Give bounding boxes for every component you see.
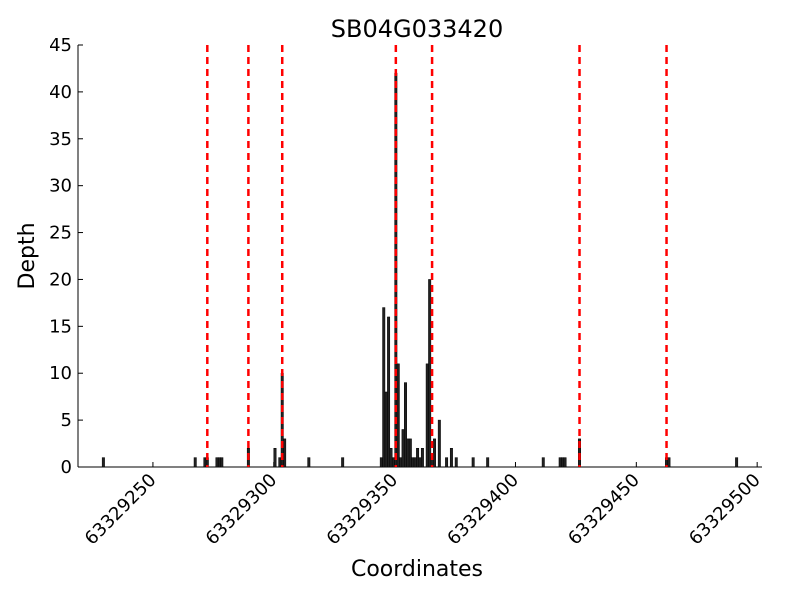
bar xyxy=(541,457,545,468)
bar xyxy=(384,391,388,468)
bar xyxy=(203,457,207,468)
bar xyxy=(283,438,287,468)
bar xyxy=(449,447,453,468)
bar xyxy=(396,363,400,468)
bar xyxy=(667,457,671,468)
bar xyxy=(454,457,458,468)
bar xyxy=(563,457,567,468)
x-tick-label: 63329500 xyxy=(685,470,765,550)
bar xyxy=(273,447,277,468)
y-tick-label: 10 xyxy=(49,363,72,384)
y-tick-label: 25 xyxy=(49,223,72,244)
bar xyxy=(307,457,311,468)
bar xyxy=(425,363,429,468)
bar xyxy=(220,457,224,468)
bar xyxy=(278,457,282,468)
bar xyxy=(433,438,436,468)
bar xyxy=(416,447,420,468)
y-tick-label: 40 xyxy=(49,82,72,103)
bar xyxy=(437,419,441,468)
bar xyxy=(387,316,391,468)
bar xyxy=(486,457,490,468)
bar xyxy=(411,457,415,468)
bar xyxy=(389,447,393,468)
y-tick-label: 5 xyxy=(61,410,72,431)
bar xyxy=(418,457,422,468)
bar xyxy=(217,457,221,468)
bar xyxy=(428,279,432,468)
y-tick-label: 45 xyxy=(49,35,72,56)
bar xyxy=(404,382,407,468)
x-axis-label: Coordinates xyxy=(351,557,483,582)
y-tick-label: 35 xyxy=(49,129,72,150)
x-tick-label: 63329450 xyxy=(564,470,644,550)
bar xyxy=(215,457,219,468)
bar xyxy=(445,457,449,468)
x-tick-label: 63329300 xyxy=(202,470,282,550)
bar xyxy=(101,457,105,468)
y-axis-label: Depth xyxy=(15,222,40,289)
bar xyxy=(735,457,739,468)
x-tick-label: 63329400 xyxy=(443,470,523,550)
y-tick-label: 30 xyxy=(49,176,72,197)
bar xyxy=(401,429,405,468)
bar xyxy=(561,457,565,468)
bar xyxy=(471,457,475,468)
bar xyxy=(399,457,403,468)
bar xyxy=(420,447,424,468)
bar xyxy=(413,457,417,468)
bar xyxy=(406,438,410,468)
x-tick-label: 63329250 xyxy=(81,470,161,550)
y-tick-label: 0 xyxy=(61,457,72,478)
chart-title: SB04G033420 xyxy=(331,15,503,43)
bar xyxy=(558,457,562,468)
bar xyxy=(341,457,345,468)
bar xyxy=(379,457,383,468)
y-tick-label: 20 xyxy=(49,269,72,290)
y-tick-label: 15 xyxy=(49,316,72,337)
x-tick-label: 63329350 xyxy=(323,470,403,550)
bar xyxy=(193,457,197,468)
bar xyxy=(391,457,395,468)
bar xyxy=(382,307,386,468)
bar xyxy=(408,438,412,468)
